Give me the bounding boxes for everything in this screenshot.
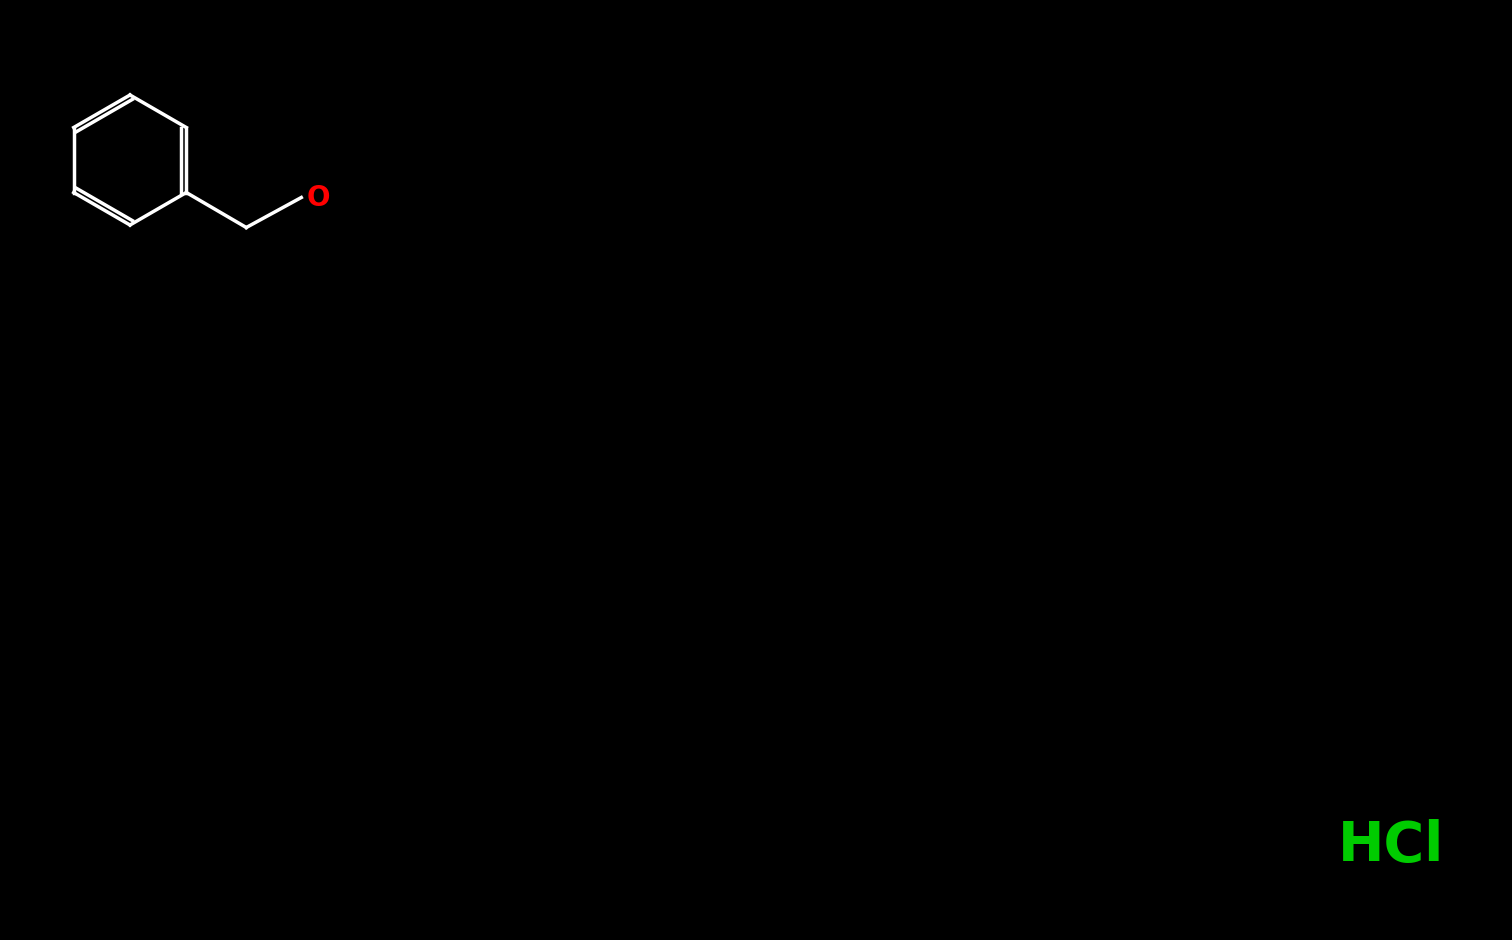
Text: O: O xyxy=(307,183,330,212)
Text: HCl: HCl xyxy=(1338,819,1444,873)
